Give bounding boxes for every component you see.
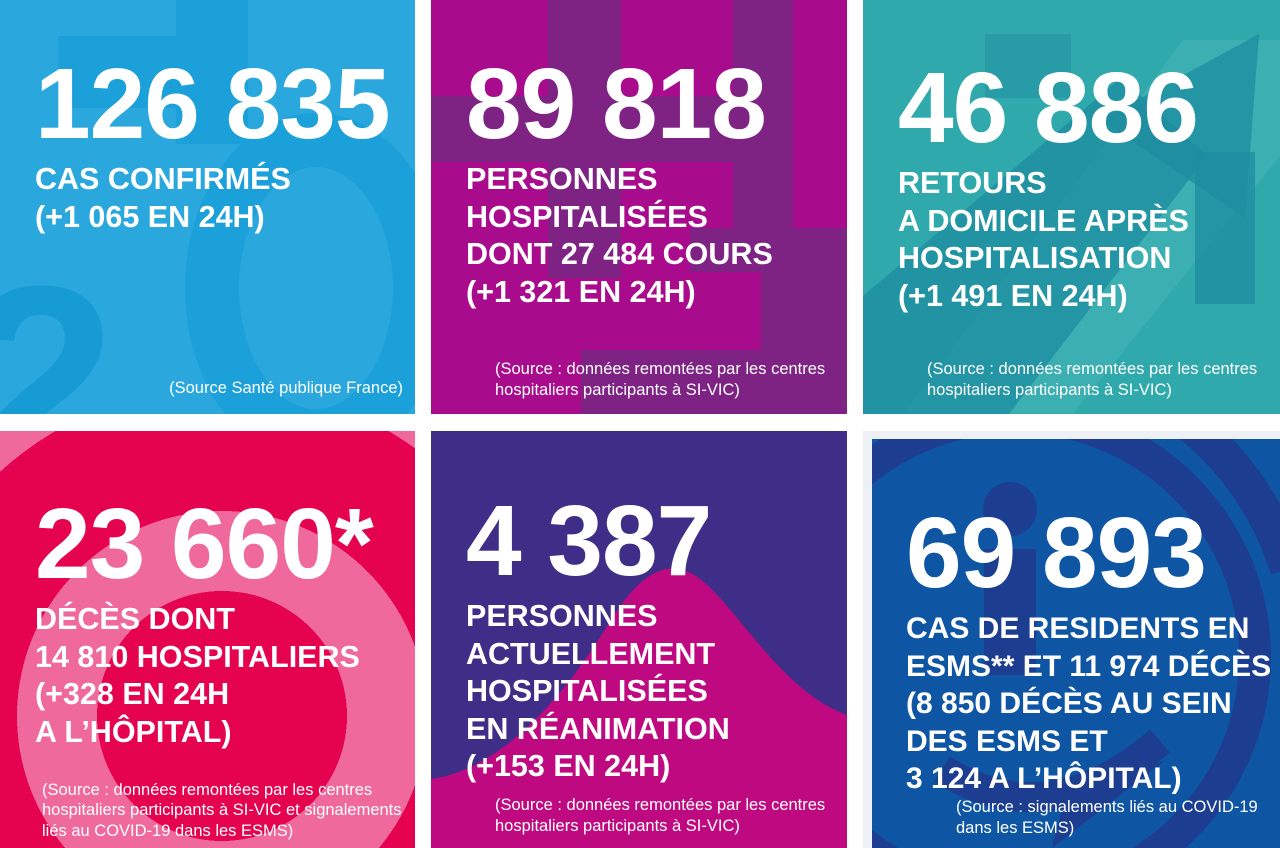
stat-label-line: HOSPITALISÉES [466,674,708,708]
stat-label-line: HOSPITALISATION [898,241,1172,275]
stat-label-line: 3 124 A L’HÔPITAL) [906,762,1182,795]
stat-value: 46 886 [898,52,1199,164]
source-line: (Source : données remontées par les cent… [927,360,1258,378]
stat-label-line: DES ESMS ET [906,724,1108,758]
stat-content: 46 886 RETOURS A DOMICILE APRÈS HOSPITAL… [863,58,1280,315]
stat-label: RETOURS A DOMICILE APRÈS HOSPITALISATION… [898,165,1280,315]
stat-label: DÉCÈS DONT 14 810 HOSPITALIERS (+328 EN … [35,601,415,751]
source-line: hospitaliers participants à SI-VIC) [495,816,740,835]
stat-label-line: (+1 491 EN 24H) [898,278,1128,313]
stat-value: 126 835 [35,48,390,160]
svg-text:2: 2 [0,231,116,414]
stat-label-line: DONT 27 484 COURS [466,237,773,271]
stat-source: (Source : données remontées par les cent… [927,359,1257,400]
stat-label-line: EN RÉANIMATION [466,711,730,746]
source-line: (Source : signalements liés au COVID-19 [956,798,1258,816]
source-line: hospitaliers participants à SI-VIC et si… [42,801,402,819]
cross-watermark-icon [431,0,847,414]
stat-card-esms-panel: 69 893 CAS DE RESIDENTS EN ESMS** ET 11 … [872,439,1280,848]
stat-value: 4 387 [466,485,712,597]
stat-label-line: PERSONNES [466,162,658,196]
stat-label: CAS DE RESIDENTS EN ESMS** ET 11 974 DÉC… [906,610,1280,798]
stat-label-line: CAS CONFIRMÉS [35,162,291,196]
stat-label-line: CAS DE RESIDENTS EN [906,612,1250,645]
stat-card-confirmed-cases: 2 126 835 CAS CONFIRMÉS (+1 065 EN 24H) … [0,0,415,414]
stat-label-line: ESMS** ET 11 974 DÉCÈS [906,649,1272,683]
stat-label: CAS CONFIRMÉS (+1 065 EN 24H) [35,161,415,236]
stat-label-line: (8 850 DÉCÈS AU SEIN [906,687,1232,720]
stat-label: PERSONNES ACTUELLEMENT HOSPITALISÉES EN … [466,598,847,786]
curve-watermark-icon [431,568,847,848]
stat-label-line: ACTUELLEMENT [466,636,716,671]
stat-content: 4 387 PERSONNES ACTUELLEMENT HOSPITALISÉ… [431,491,847,786]
stat-content: 69 893 CAS DE RESIDENTS EN ESMS** ET 11 … [872,503,1280,798]
stat-card-returned-home: 46 886 RETOURS A DOMICILE APRÈS HOSPITAL… [863,0,1280,414]
stat-content: 23 660* DÉCÈS DONT 14 810 HOSPITALIERS (… [0,494,415,751]
stat-label-line: (+328 EN 24H [35,677,230,711]
stat-label-line: HOSPITALISÉES [466,199,708,234]
stat-source: (Source : données remontées par les cent… [42,780,402,842]
info-bubble-watermark-icon [872,439,1280,848]
stat-label: PERSONNES HOSPITALISÉES DONT 27 484 COUR… [466,161,847,311]
stat-label-line: A DOMICILE APRÈS [898,203,1189,238]
stat-label-line: A L’HÔPITAL) [35,714,232,749]
stat-label-line: PERSONNES [466,599,658,633]
plus-20-watermark-icon: 2 [0,0,415,414]
stat-card-esms: 69 893 CAS DE RESIDENTS EN ESMS** ET 11 … [863,431,1280,848]
stat-card-hospitalized: 89 818 PERSONNES HOSPITALISÉES DONT 27 4… [431,0,847,414]
stat-source: (Source : données remontées par les cent… [495,359,825,400]
stat-card-deaths: 23 660* DÉCÈS DONT 14 810 HOSPITALIERS (… [0,431,415,848]
source-line: hospitaliers participants à SI-VIC) [927,380,1172,399]
stat-value: 89 818 [466,48,767,160]
stat-label-line: DÉCÈS DONT [35,602,235,636]
stat-label-line: (+153 EN 24H) [466,749,671,783]
stat-source: (Source : signalements liés au COVID-19 … [956,797,1258,838]
stat-card-icu: 4 387 PERSONNES ACTUELLEMENT HOSPITALISÉ… [431,431,847,848]
stat-content: 126 835 CAS CONFIRMÉS (+1 065 EN 24H) [0,54,415,236]
source-line: liés au COVID-19 dans les ESMS) [42,821,294,840]
stat-source: (Source Santé publique France) [169,378,403,399]
stat-label-line: RETOURS [898,166,1047,200]
source-line: (Source : données remontées par les cent… [42,780,373,799]
source-line: dans les ESMS) [956,818,1075,837]
arrow-up-right-watermark-icon [863,34,1280,414]
source-line: (Source : données remontées par les cent… [495,360,826,378]
stat-value: 69 893 [906,497,1207,609]
source-line: (Source : données remontées par les cent… [495,796,826,814]
stat-content: 89 818 PERSONNES HOSPITALISÉES DONT 27 4… [431,54,847,311]
stat-label-line: (+1 321 EN 24H) [466,274,696,309]
source-line: hospitaliers participants à SI-VIC) [495,380,740,399]
stat-label-line: (+1 065 EN 24H) [35,199,265,234]
stat-value: 23 660* [35,488,374,600]
stat-label-line: 14 810 HOSPITALIERS [35,639,360,674]
stat-source: (Source : données remontées par les cent… [495,795,825,836]
source-line: (Source Santé publique France) [169,378,403,397]
